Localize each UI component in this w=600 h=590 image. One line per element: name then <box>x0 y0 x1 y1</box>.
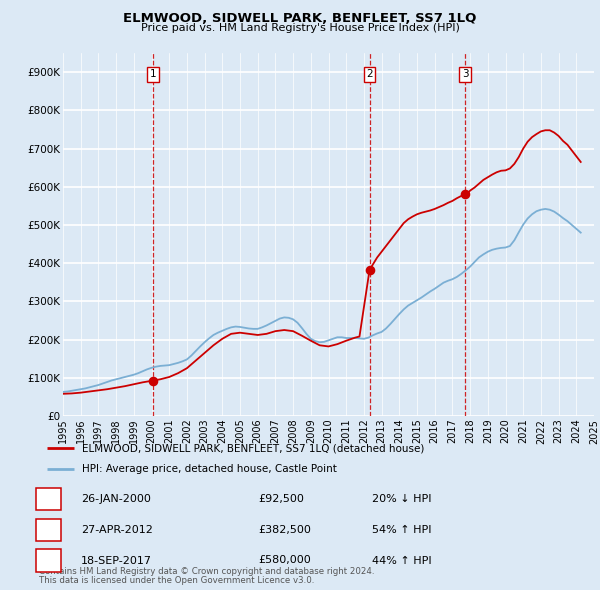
Text: 44% ↑ HPI: 44% ↑ HPI <box>372 556 431 565</box>
Text: £580,000: £580,000 <box>258 556 311 565</box>
Text: Contains HM Land Registry data © Crown copyright and database right 2024.: Contains HM Land Registry data © Crown c… <box>39 568 374 576</box>
Point <box>460 190 470 199</box>
Text: 1: 1 <box>149 70 156 80</box>
Text: 18-SEP-2017: 18-SEP-2017 <box>81 556 152 565</box>
Text: 27-APR-2012: 27-APR-2012 <box>81 525 153 535</box>
Text: £92,500: £92,500 <box>258 494 304 504</box>
Text: 20% ↓ HPI: 20% ↓ HPI <box>372 494 431 504</box>
Point <box>148 376 158 385</box>
Text: 3: 3 <box>462 70 469 80</box>
Text: 3: 3 <box>45 554 52 567</box>
Text: 54% ↑ HPI: 54% ↑ HPI <box>372 525 431 535</box>
Text: ELMWOOD, SIDWELL PARK, BENFLEET, SS7 1LQ (detached house): ELMWOOD, SIDWELL PARK, BENFLEET, SS7 1LQ… <box>82 443 424 453</box>
Text: 26-JAN-2000: 26-JAN-2000 <box>81 494 151 504</box>
Point <box>365 265 374 274</box>
Text: 1: 1 <box>45 493 52 506</box>
Text: HPI: Average price, detached house, Castle Point: HPI: Average price, detached house, Cast… <box>82 464 337 474</box>
Text: 2: 2 <box>366 70 373 80</box>
Text: £382,500: £382,500 <box>258 525 311 535</box>
Text: 2: 2 <box>45 523 52 536</box>
Text: This data is licensed under the Open Government Licence v3.0.: This data is licensed under the Open Gov… <box>39 576 314 585</box>
Text: Price paid vs. HM Land Registry's House Price Index (HPI): Price paid vs. HM Land Registry's House … <box>140 23 460 33</box>
Text: ELMWOOD, SIDWELL PARK, BENFLEET, SS7 1LQ: ELMWOOD, SIDWELL PARK, BENFLEET, SS7 1LQ <box>124 12 476 25</box>
